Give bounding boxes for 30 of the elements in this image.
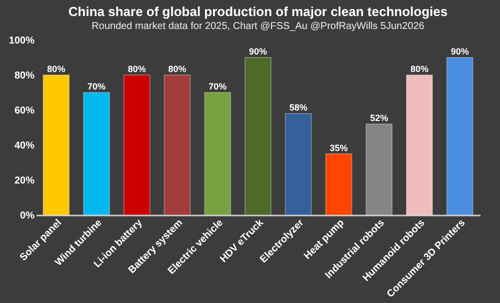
bar: [42, 74, 70, 216]
bar: [83, 92, 110, 216]
data-label: 80%: [410, 64, 428, 74]
data-label: 90%: [248, 46, 268, 56]
bar: [204, 92, 232, 216]
y-tick-label: 0%: [20, 210, 35, 222]
y-tick-label: 80%: [14, 70, 35, 82]
chart-subtitle: Rounded market data for 2025, Chart @FSS_Au @ProfRayWills 5Jun2026: [92, 21, 425, 32]
y-tick-label: 100%: [8, 36, 35, 46]
data-label: 70%: [208, 82, 227, 92]
data-label: 80%: [47, 64, 66, 74]
bar: [164, 74, 191, 216]
bar: [366, 124, 393, 216]
chart-title: China share of global production of major clean technologies: [68, 4, 448, 19]
data-label: 90%: [450, 46, 469, 56]
data-label: 35%: [330, 142, 348, 153]
y-tick-label: 20%: [14, 176, 35, 186]
bar: [406, 74, 433, 216]
data-label: 80%: [128, 64, 146, 74]
bar: [446, 57, 474, 216]
data-label: 58%: [289, 102, 308, 112]
y-tick-label: 40%: [14, 140, 35, 152]
data-label: 52%: [370, 113, 388, 123]
data-label: 80%: [168, 64, 186, 74]
bar: [123, 74, 150, 216]
bar: [244, 57, 272, 216]
bar: [325, 153, 352, 216]
y-tick-label: 60%: [14, 106, 35, 116]
bar: [284, 113, 312, 216]
data-label: 70%: [88, 82, 106, 92]
